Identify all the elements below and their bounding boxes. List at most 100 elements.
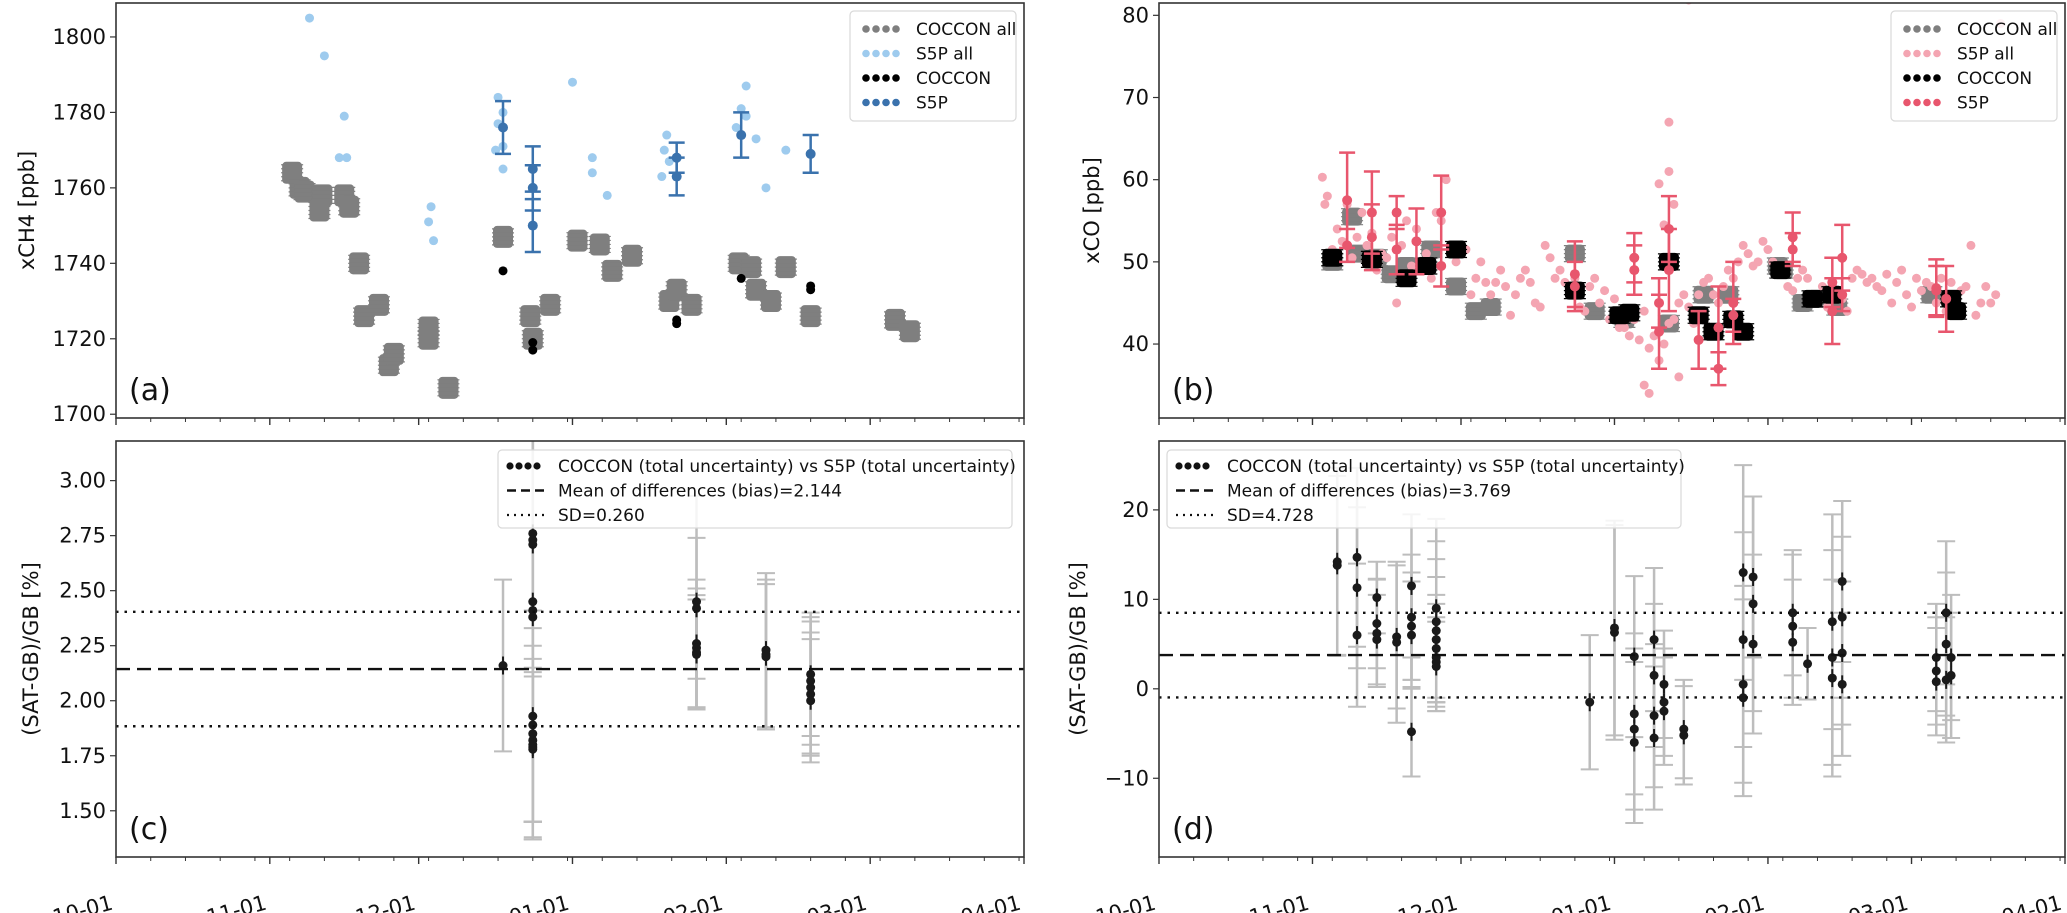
data-point [491,145,501,155]
panel-b-y-ticks: 40 50 60 70 80 [1122,3,1159,356]
series-s5p-all [305,13,791,246]
panel-b-x-ticks [1158,418,2066,425]
panel-a-frame [115,2,1025,419]
data-point [1406,261,1416,271]
legend-marker [1933,74,1941,82]
data-point [692,650,702,660]
data-point [1481,277,1491,287]
data-point [1827,617,1837,627]
data-point [1837,576,1847,586]
data-point [339,111,349,121]
data-point [1976,298,1986,308]
data-point [1649,635,1659,645]
legend-marker [1933,25,1941,33]
data-point [1931,677,1941,687]
panel-a-marks [281,13,921,399]
data-point [1317,172,1327,182]
x-tick-label: 2020-04-01 [1940,891,2064,913]
data-point [1694,290,1704,300]
data-point [1431,603,1441,613]
data-point [587,168,597,178]
data-point [527,220,538,231]
legend-marker [1933,98,1941,107]
data-point [1837,612,1847,622]
data-point [1659,339,1669,349]
legend-marker [1903,25,1911,33]
panel-d-letter: (d) [1172,812,1214,847]
data-point [1639,306,1649,316]
data-point [1941,608,1951,618]
data-point [1941,639,1951,649]
data-point [1743,249,1753,259]
data-point [1758,236,1768,246]
data-point [1847,273,1857,283]
x-tick-label: 2020-04-01 [899,891,1023,913]
data-point [1619,323,1629,333]
data-point [527,182,538,193]
legend-marker [1903,74,1911,82]
data-point [1585,282,1595,292]
legend-label: SD=4.728 [1227,506,1314,526]
panel-c-y-axis-label: (SAT-GB)/GB [%] [19,562,43,736]
y-tick-label: 1740 [53,251,106,275]
series-coccon-vs-s5p [1328,464,1961,825]
data-point [1941,293,1952,304]
data-point [1629,265,1640,276]
data-point [1352,583,1362,593]
data-point [1421,249,1431,259]
data-point [1654,179,1664,189]
data-point [498,164,508,174]
data-point [806,281,816,291]
data-point [1629,737,1639,747]
data-point [1366,232,1377,243]
data-point [1392,637,1402,647]
y-tick-label: 2.25 [59,634,106,658]
data-point [741,81,751,91]
legend-marker [862,98,870,107]
data-point [1342,240,1353,251]
data-point [1788,608,1798,618]
series-s5p [495,99,819,254]
data-point [1436,207,1447,218]
legend-marker [892,98,900,107]
data-point [334,153,344,163]
x-tick-label: 2019-10-01 [0,891,115,913]
data-point [1916,286,1926,296]
panel-d-marks [1159,464,2065,825]
data-point [1382,253,1392,263]
y-tick-label: 1700 [53,402,106,426]
data-point [1738,679,1748,689]
data-point [1342,195,1353,206]
legend-marker [1202,462,1210,470]
data-point [1441,175,1451,185]
data-point [1649,711,1659,721]
series-coccon-vs-s5p [494,441,820,841]
panel-a-y-axis-label: xCH4 [ppb] [15,151,39,270]
data-point [1590,273,1600,283]
legend-label: COCCON all [1957,20,2057,40]
data-point [1867,273,1877,283]
data-point [1788,637,1798,647]
data-point [781,145,791,155]
legend-box [497,449,1013,529]
data-point [1669,199,1679,209]
legend-marker [1175,462,1183,470]
legend-marker [1184,462,1192,470]
data-point [751,134,761,144]
panel-d-frame [1158,440,2066,858]
y-tick-label: 10 [1122,587,1149,611]
series-coccon [1321,240,1968,341]
panel-d-legend: COCCON (total uncertainty) vs S5P (total… [1166,449,1685,529]
data-point [1892,277,1902,287]
legend-marker [1903,49,1911,58]
data-point [1787,244,1798,255]
data-point [1713,363,1724,374]
data-point [1322,191,1332,201]
panel-a-legend: COCCON all S5P all COCCON S5P [849,10,1017,122]
data-point [1674,372,1684,382]
data-point [1911,273,1921,283]
data-point [1728,297,1739,308]
legend-marker [872,25,880,33]
panel-b-marks [1317,3,2006,398]
